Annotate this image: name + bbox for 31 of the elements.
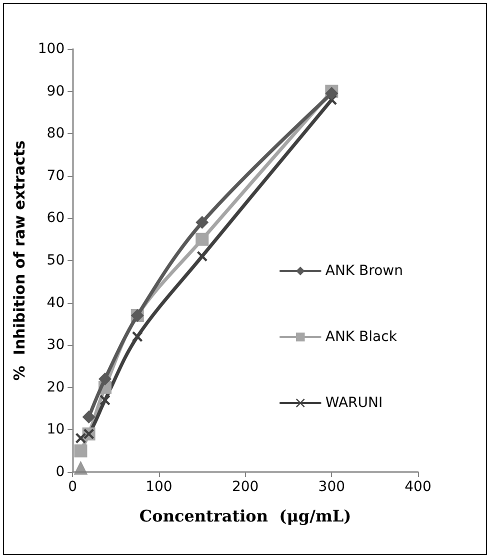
legend-label: ANK Brown <box>325 263 404 279</box>
legend-label: WARUNI <box>325 395 383 411</box>
legend-label: ANK Black <box>325 329 398 345</box>
y-axis-title: % Inhibition of raw extracts <box>10 140 28 381</box>
x-tick-label: 400 <box>404 479 432 495</box>
x-tick-label: 200 <box>232 479 259 495</box>
y-tick-label: 90 <box>46 83 65 100</box>
y-tick-label: 100 <box>38 41 65 57</box>
point <box>98 372 112 386</box>
point <box>74 444 88 458</box>
point <box>74 460 88 475</box>
y-tick-label: 10 <box>46 422 65 438</box>
y-tick-label: 80 <box>46 126 65 142</box>
y-tick-label: 20 <box>46 379 65 396</box>
point <box>196 216 209 229</box>
x-tick-label: 0 <box>68 479 78 495</box>
y-tick-label: 50 <box>46 252 65 268</box>
point <box>76 433 86 444</box>
point <box>197 251 208 262</box>
y-tick-label: 70 <box>46 168 65 184</box>
y-tick-label: 0 <box>56 464 65 480</box>
y-tick-label: 30 <box>46 337 65 354</box>
x-axis-title: Concentration (μg/mL) <box>139 506 352 526</box>
point <box>100 395 110 406</box>
x-tick-label: 100 <box>146 479 172 495</box>
x-tick-label: 300 <box>318 479 346 495</box>
point <box>82 410 96 424</box>
point <box>196 232 209 246</box>
point <box>132 332 142 342</box>
y-tick-label: 40 <box>46 294 65 311</box>
y-tick-label: 60 <box>46 210 65 226</box>
